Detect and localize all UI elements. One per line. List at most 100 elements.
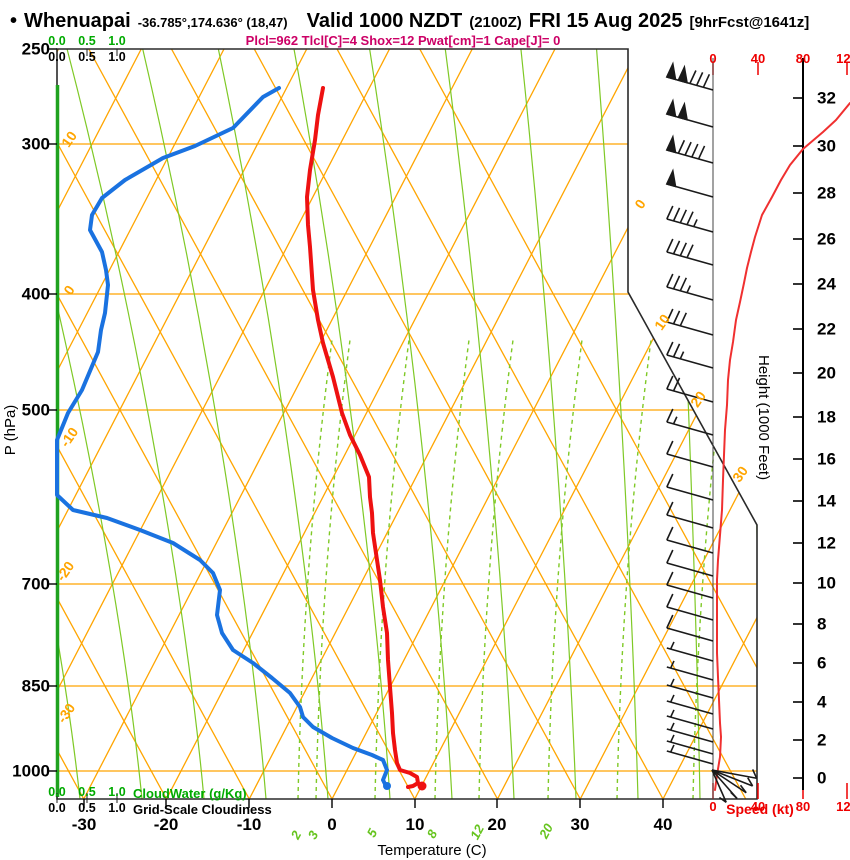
barb-feather bbox=[695, 72, 704, 86]
barb-flag bbox=[665, 168, 677, 188]
cloudwater-top-0.0: 0.0 bbox=[48, 34, 66, 48]
temp-tick-10: 10 bbox=[405, 815, 425, 834]
barb-flag bbox=[677, 64, 689, 84]
station-coordinates: -36.785°,174.636° (18,47) bbox=[137, 15, 288, 30]
barb-staff bbox=[666, 684, 714, 699]
barb-staff bbox=[666, 740, 714, 755]
barb-feather bbox=[666, 440, 674, 455]
barb-staff bbox=[666, 606, 714, 621]
speed-tick-top-0: 0 bbox=[709, 51, 717, 66]
height-tick-26: 26 bbox=[817, 229, 836, 249]
barb-staff bbox=[666, 562, 714, 577]
speed-tick-bottom-120: 120 bbox=[836, 799, 850, 814]
pressure-tick-250: 250 bbox=[21, 39, 50, 59]
cloudwater-top-0.5: 0.5 bbox=[78, 34, 96, 48]
barb-staff bbox=[666, 539, 714, 554]
temp-tick-0: 0 bbox=[327, 815, 337, 834]
wind-barbs-layer bbox=[665, 61, 758, 803]
forecast-tag: [9hrFcst@1641z] bbox=[689, 14, 810, 31]
chart-title: • Whenuapai -36.785°,174.636° (18,47) Va… bbox=[10, 10, 850, 33]
barb-feather bbox=[666, 473, 674, 488]
barb-staff bbox=[666, 514, 714, 529]
cloudwater-top-1.0: 1.0 bbox=[108, 34, 126, 48]
barb-feather bbox=[679, 277, 688, 292]
pressure-tick-300: 300 bbox=[21, 134, 50, 154]
barb-flag bbox=[677, 101, 689, 121]
dry-adiabat--20 bbox=[57, 49, 168, 799]
barb-half-feather bbox=[669, 722, 675, 731]
barb-staff bbox=[666, 251, 714, 266]
pressure-tick-400: 400 bbox=[21, 284, 50, 304]
temp-tick--30: -30 bbox=[71, 815, 97, 834]
moist-adiabat bbox=[595, 49, 639, 799]
barb-feather bbox=[666, 501, 674, 516]
cloudiness-top-1.0: 1.0 bbox=[108, 50, 126, 64]
surface-dewpoint-dot bbox=[383, 782, 391, 790]
surface-fan-staff bbox=[711, 769, 753, 787]
speed-tick-top-80: 80 bbox=[795, 51, 811, 66]
barb-feather bbox=[677, 139, 686, 154]
moist-adiabat bbox=[369, 49, 453, 799]
height-tick-14: 14 bbox=[817, 491, 836, 511]
surface-fan-feather bbox=[747, 777, 754, 787]
barb-feather bbox=[672, 240, 681, 255]
dry-adiabat--10 bbox=[57, 49, 250, 799]
barb-feather bbox=[666, 341, 674, 356]
cloudwater-bottom-0.0: 0.0 bbox=[48, 785, 66, 799]
surface-fan-staff bbox=[711, 769, 727, 803]
isotherm--20 bbox=[165, 49, 556, 799]
cloudwater-scale-title: CloudWater (g/Kg) bbox=[133, 786, 247, 801]
barb-feather bbox=[666, 238, 674, 253]
barb-staff bbox=[666, 750, 714, 765]
surface-fan-feather bbox=[751, 769, 758, 779]
barb-feather bbox=[666, 205, 674, 220]
barb-feather bbox=[666, 308, 674, 323]
cloudwater-bottom-1.0: 1.0 bbox=[108, 785, 126, 799]
station-name: Whenuapai bbox=[24, 10, 131, 32]
barb-half-feather bbox=[693, 219, 698, 227]
barb-half-feather bbox=[669, 734, 675, 743]
barb-staff bbox=[666, 453, 714, 468]
barb-feather bbox=[666, 273, 674, 288]
isotherm--10 bbox=[248, 49, 639, 799]
barb-feather bbox=[686, 244, 694, 259]
isotherm--60 bbox=[57, 49, 225, 799]
barb-staff bbox=[666, 286, 714, 301]
surface-fan-staff bbox=[711, 769, 757, 780]
moist-adiabat bbox=[142, 49, 267, 799]
barb-staff bbox=[666, 218, 714, 233]
mixing-ratio-line bbox=[297, 339, 333, 799]
moist-adiabat bbox=[57, 49, 81, 799]
barb-feather bbox=[697, 145, 706, 160]
barb-feather bbox=[672, 377, 681, 392]
surface-fan-feather bbox=[718, 796, 727, 803]
temp-tick-20: 20 bbox=[487, 815, 507, 834]
cloudiness-top-0.5: 0.5 bbox=[78, 50, 96, 64]
wind-speed-curve bbox=[714, 102, 850, 791]
barb-staff bbox=[666, 388, 714, 403]
barb-feather bbox=[666, 571, 674, 586]
isotherm--40 bbox=[57, 49, 391, 799]
height-tick-24: 24 bbox=[817, 274, 836, 294]
dry-adiabat-40 bbox=[253, 49, 664, 799]
barb-feather bbox=[672, 343, 681, 358]
isotherm-30 bbox=[579, 49, 757, 799]
barb-half-feather bbox=[669, 744, 675, 753]
barb-half-feather bbox=[672, 416, 678, 425]
mixing-ratio-line bbox=[616, 339, 652, 799]
pressure-tick-1000: 1000 bbox=[12, 761, 50, 781]
height-tick-4: 4 bbox=[817, 692, 827, 712]
height-tick-16: 16 bbox=[817, 449, 836, 469]
isotherm-40 bbox=[662, 49, 757, 799]
barb-staff bbox=[666, 715, 714, 730]
surface-fan-staff bbox=[711, 769, 747, 794]
dry-adiabat-60 bbox=[419, 49, 757, 799]
height-tick-12: 12 bbox=[817, 533, 836, 553]
pressure-tick-850: 850 bbox=[21, 676, 50, 696]
station-bullet: • bbox=[10, 10, 18, 32]
barb-feather bbox=[672, 275, 681, 290]
zulu-time: (2100Z) bbox=[469, 14, 522, 31]
barb-feather bbox=[702, 73, 711, 88]
dry-adiabat-10 bbox=[57, 49, 416, 799]
temp-tick-30: 30 bbox=[570, 815, 590, 834]
